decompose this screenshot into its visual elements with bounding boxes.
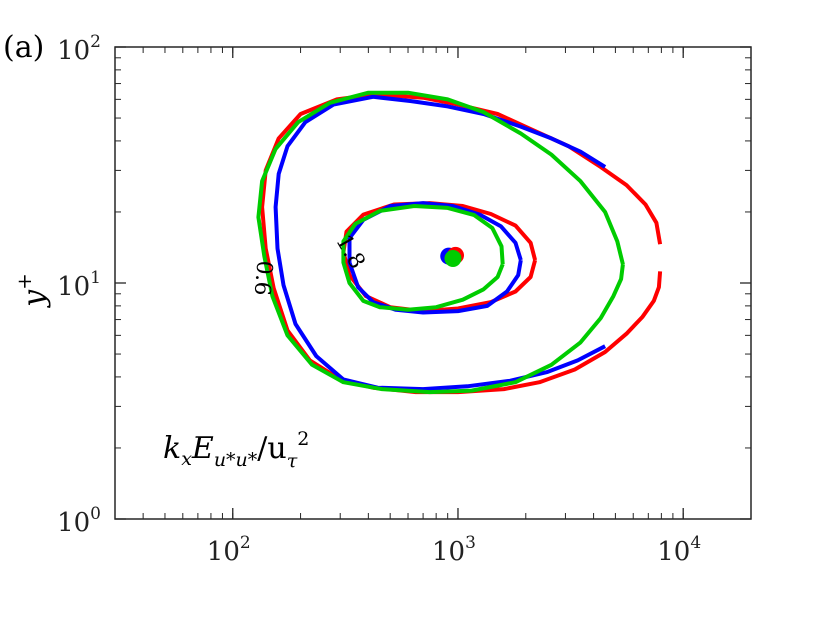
x-tick-label: 103 <box>432 533 476 567</box>
contour-series-5 <box>341 204 505 312</box>
x-tick-label: 104 <box>657 533 701 567</box>
y-tick-labels: 100 101 102 <box>57 32 101 538</box>
contour-lines <box>256 90 663 395</box>
peak-markers <box>440 246 465 268</box>
y-tick-label: 102 <box>57 32 101 66</box>
peak-marker-2 <box>444 250 462 268</box>
contour-series-4 <box>347 201 523 315</box>
plot-background <box>115 47 751 519</box>
y-axis-label: y+ <box>12 273 52 309</box>
quantity-annotation: kxEu*u*/uτ2 <box>163 428 309 472</box>
contour-series-2 <box>256 90 625 395</box>
y-tick-label: 101 <box>57 268 101 302</box>
major-ticks <box>115 46 751 520</box>
x-tick-label: 102 <box>207 533 251 567</box>
x-tick-labels: 102 103 104 <box>207 533 701 567</box>
panel-label: (a) <box>3 30 44 65</box>
y-tick-label: 100 <box>57 504 101 538</box>
contour-label-0: 0.6 <box>249 260 277 297</box>
